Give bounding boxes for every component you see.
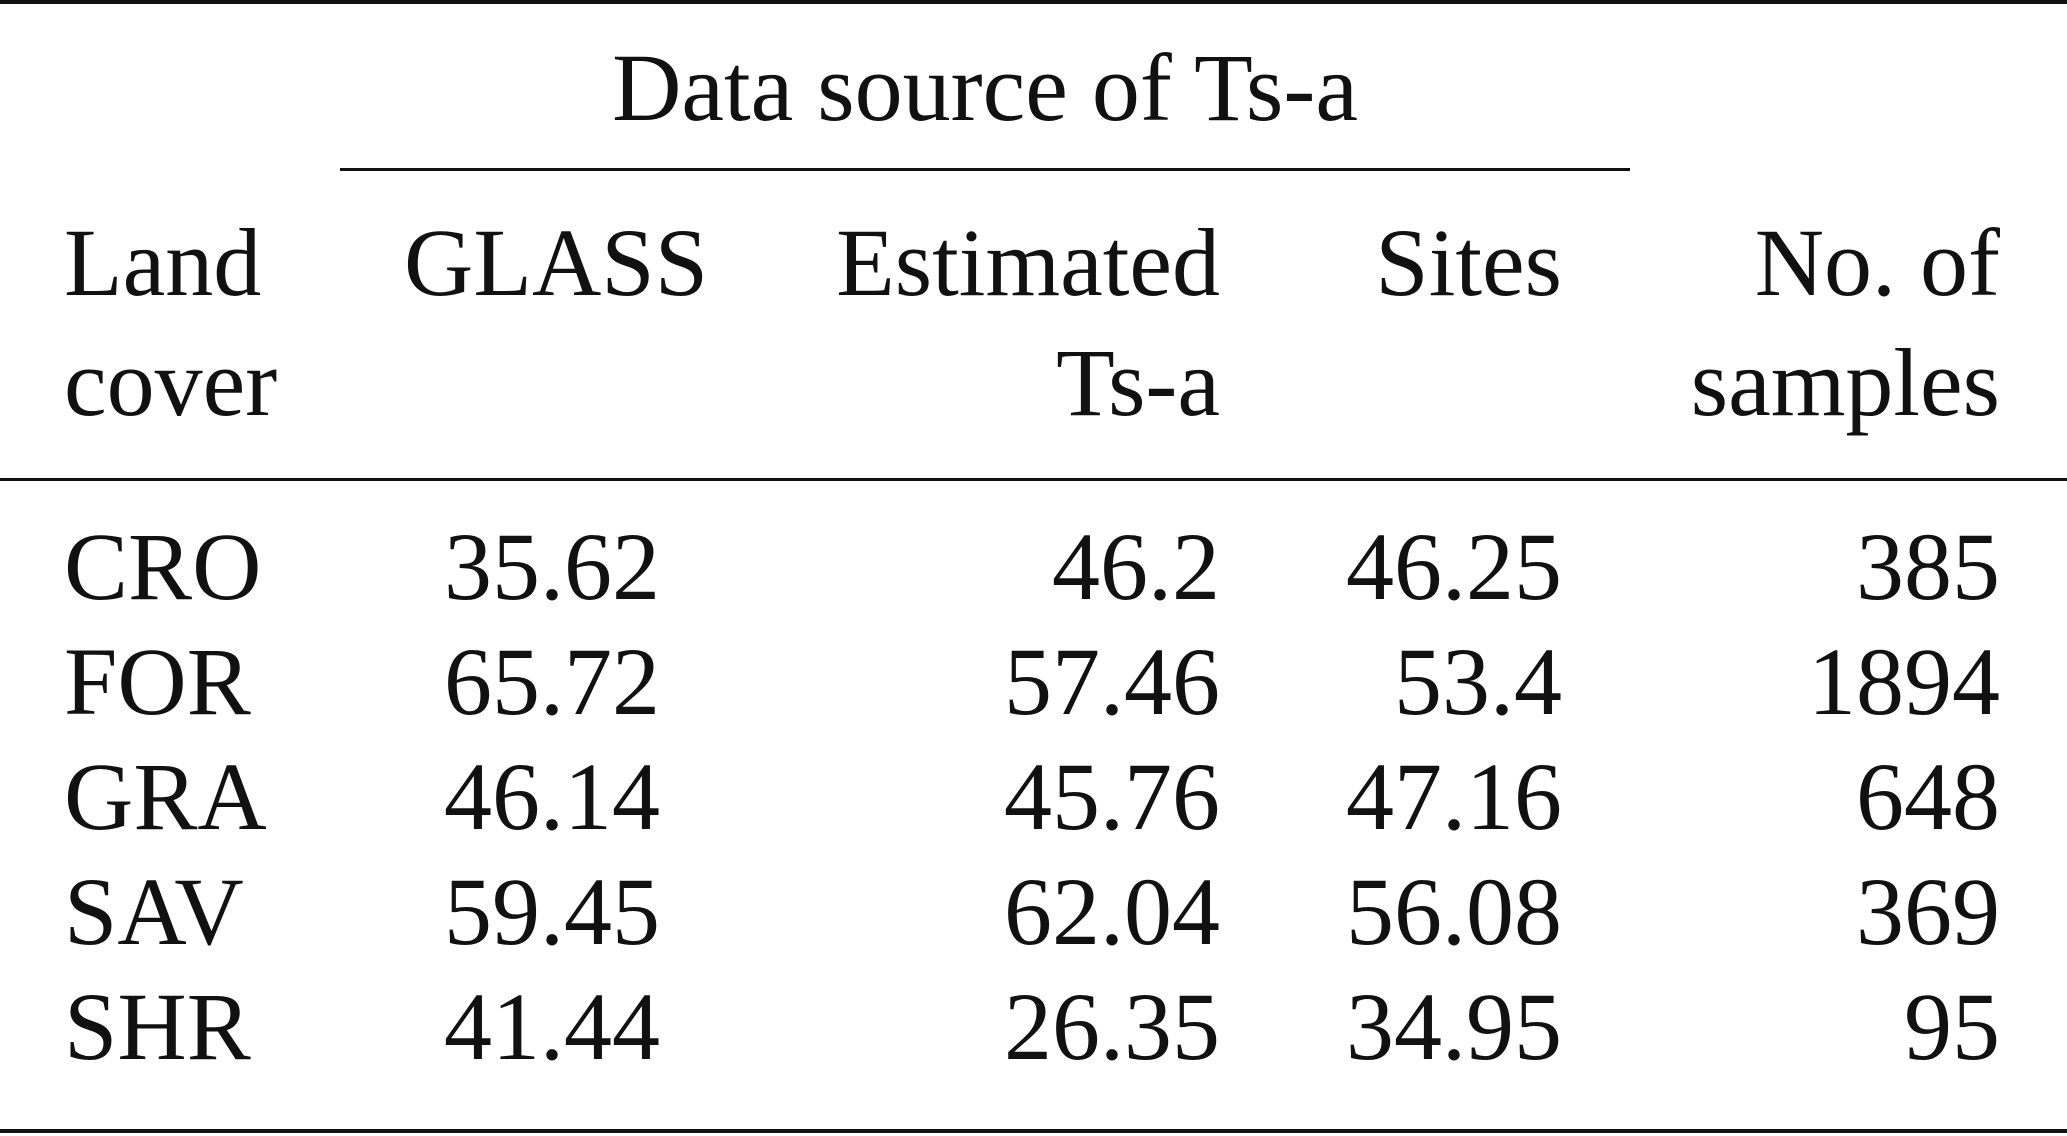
cell-glass: 35.62 (444, 513, 660, 620)
header-land-cover-line1: Land (64, 209, 262, 316)
cell-glass: 59.45 (444, 858, 660, 965)
top-rule (0, 0, 2067, 4)
cell-glass: 41.44 (444, 973, 660, 1080)
cell-estimated: 62.04 (1004, 858, 1220, 965)
cell-estimated: 46.2 (1052, 513, 1220, 620)
cell-samples: 95 (1904, 973, 2000, 1080)
cell-samples: 648 (1856, 743, 2000, 850)
cell-sites: 47.16 (1346, 743, 1562, 850)
cell-sites: 46.25 (1346, 513, 1562, 620)
cell-land-cover: SAV (64, 858, 244, 965)
header-rule (0, 478, 2067, 481)
cell-glass: 65.72 (444, 628, 660, 735)
cell-samples: 385 (1856, 513, 2000, 620)
cell-glass: 46.14 (444, 743, 660, 850)
cell-land-cover: SHR (64, 973, 251, 1080)
cell-estimated: 57.46 (1004, 628, 1220, 735)
group-header: Data source of Ts-a (612, 34, 1358, 141)
cell-samples: 1894 (1808, 628, 2000, 735)
header-estimated-line2: Ts-a (1056, 329, 1220, 436)
bottom-rule (0, 1129, 2067, 1133)
cell-sites: 53.4 (1394, 628, 1562, 735)
cell-land-cover: FOR (64, 628, 251, 735)
cell-land-cover: CRO (64, 513, 262, 620)
header-estimated-line1: Estimated (836, 209, 1220, 316)
header-samples-line1: No. of (1754, 209, 2000, 316)
header-sites: Sites (1375, 209, 1562, 316)
cell-estimated: 45.76 (1004, 743, 1220, 850)
cell-sites: 34.95 (1346, 973, 1562, 1080)
header-land-cover-line2: cover (64, 329, 278, 436)
group-header-rule (340, 168, 1630, 171)
header-glass: GLASS (404, 209, 709, 316)
header-samples-line2: samples (1690, 329, 2000, 436)
cell-estimated: 26.35 (1004, 973, 1220, 1080)
cell-samples: 369 (1856, 858, 2000, 965)
cell-land-cover: GRA (64, 743, 267, 850)
cell-sites: 56.08 (1346, 858, 1562, 965)
